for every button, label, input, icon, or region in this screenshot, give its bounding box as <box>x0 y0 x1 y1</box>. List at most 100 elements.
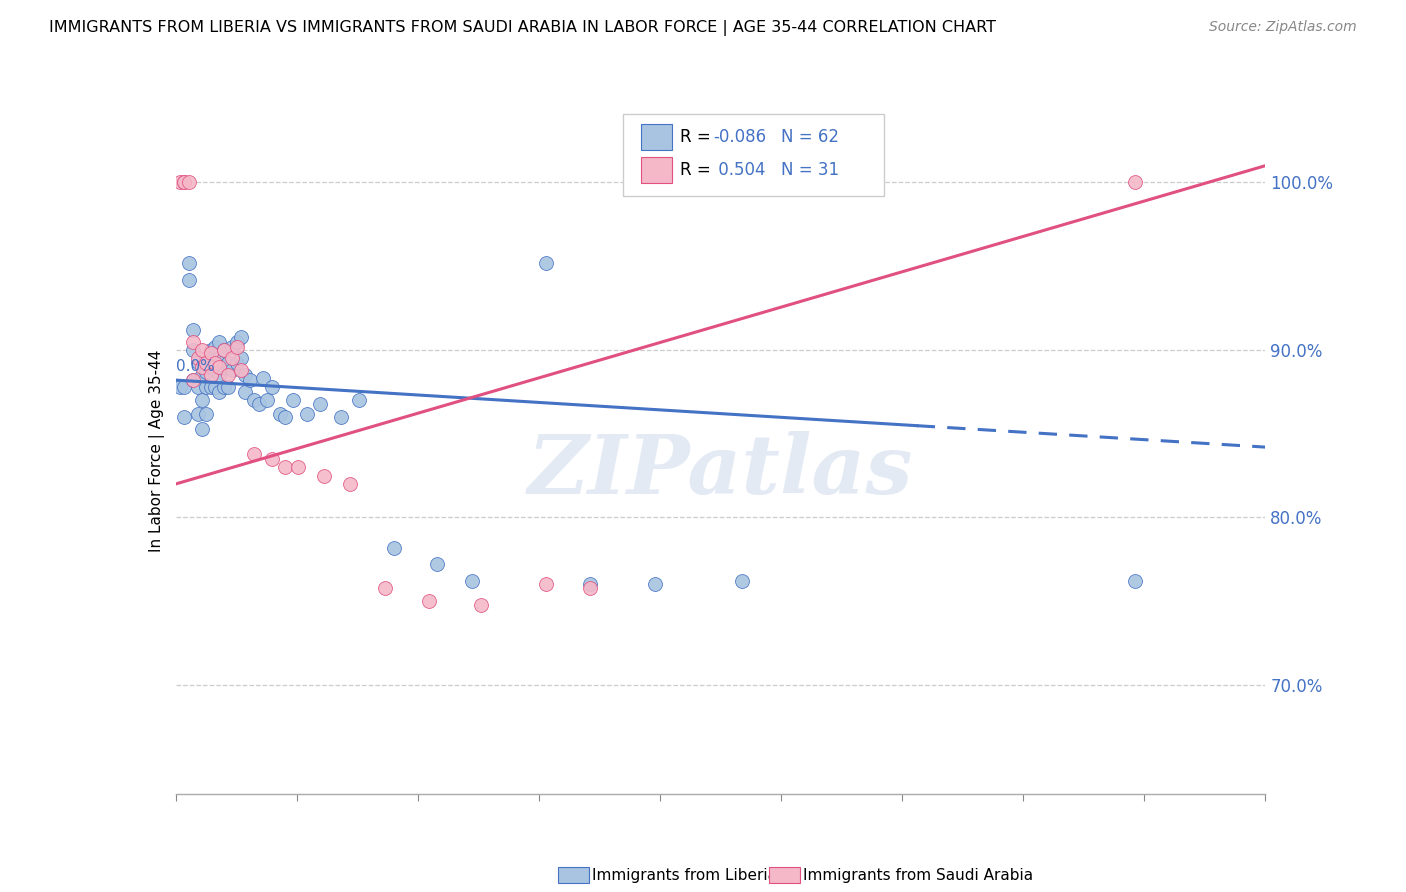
Point <box>221 340 243 354</box>
Text: R =: R = <box>681 161 716 179</box>
Text: R =: R = <box>681 128 716 146</box>
Point <box>195 380 218 394</box>
Point <box>243 393 266 408</box>
Point <box>579 581 602 595</box>
Point <box>426 558 449 572</box>
Point <box>283 393 305 408</box>
Point <box>225 340 247 354</box>
Point <box>243 447 266 461</box>
Point <box>534 256 557 270</box>
Point <box>312 468 335 483</box>
Point <box>186 354 209 368</box>
Point <box>235 368 257 382</box>
Point <box>169 176 191 190</box>
Point <box>181 373 204 387</box>
Point <box>217 380 239 394</box>
Point <box>208 384 231 399</box>
Point <box>195 407 218 421</box>
Text: N = 62: N = 62 <box>780 128 838 146</box>
Point <box>195 356 218 370</box>
Point <box>191 359 214 374</box>
Point <box>200 346 222 360</box>
Point <box>200 380 222 394</box>
Point <box>330 409 353 424</box>
Point <box>204 340 226 354</box>
Point <box>208 359 231 374</box>
Point <box>177 272 200 286</box>
Point <box>269 407 291 421</box>
Text: N = 31: N = 31 <box>780 161 838 179</box>
Text: 0.0%: 0.0% <box>176 359 215 374</box>
Point <box>204 363 226 377</box>
Point <box>212 380 235 394</box>
Point <box>225 334 247 349</box>
Point <box>274 460 297 475</box>
Point <box>212 343 235 357</box>
Point <box>195 365 218 379</box>
Text: Immigrants from Liberia: Immigrants from Liberia <box>592 868 778 882</box>
Point <box>260 380 283 394</box>
Point <box>287 460 309 475</box>
Point <box>177 176 200 190</box>
Point <box>239 373 262 387</box>
Point <box>208 334 231 349</box>
FancyBboxPatch shape <box>623 114 884 196</box>
Point <box>256 393 278 408</box>
Point <box>274 409 297 424</box>
Point <box>347 393 370 408</box>
Point <box>1123 574 1146 588</box>
Point <box>173 176 195 190</box>
Point <box>461 574 484 588</box>
Point <box>252 371 274 385</box>
Y-axis label: In Labor Force | Age 35-44: In Labor Force | Age 35-44 <box>149 350 165 551</box>
Point <box>534 577 557 591</box>
Text: Source: ZipAtlas.com: Source: ZipAtlas.com <box>1209 20 1357 34</box>
Point <box>181 334 204 349</box>
Point <box>204 380 226 394</box>
Point <box>260 451 283 466</box>
Point <box>217 356 239 370</box>
Point <box>200 343 222 357</box>
Point <box>191 343 214 357</box>
Text: 0.504: 0.504 <box>713 161 765 179</box>
Bar <box>641 124 672 151</box>
Point <box>173 176 195 190</box>
Point <box>374 581 396 595</box>
Point <box>181 373 204 387</box>
Point <box>181 343 204 357</box>
Point <box>221 351 243 366</box>
Point <box>235 384 257 399</box>
Point <box>186 351 209 366</box>
Point <box>470 598 492 612</box>
Text: Immigrants from Saudi Arabia: Immigrants from Saudi Arabia <box>803 868 1033 882</box>
Point <box>247 396 270 410</box>
Point <box>204 356 226 370</box>
Point <box>225 356 247 370</box>
Point <box>339 477 361 491</box>
Point <box>173 380 195 394</box>
Point <box>644 577 666 591</box>
Point <box>191 368 214 382</box>
Point <box>1123 176 1146 190</box>
Point <box>181 323 204 337</box>
Point <box>231 329 253 343</box>
Point <box>191 393 214 408</box>
Point <box>169 380 191 394</box>
Point <box>200 368 222 382</box>
Point <box>208 351 231 366</box>
Point <box>208 368 231 382</box>
Point <box>231 363 253 377</box>
Point <box>195 351 218 366</box>
Point <box>579 577 602 591</box>
Point <box>231 351 253 366</box>
Point <box>212 359 235 374</box>
Text: ZIPatlas: ZIPatlas <box>527 431 914 511</box>
Point <box>186 380 209 394</box>
Point <box>186 407 209 421</box>
Point <box>177 256 200 270</box>
Point <box>418 594 440 608</box>
Point <box>221 363 243 377</box>
Point <box>173 409 195 424</box>
Point <box>212 343 235 357</box>
Text: IMMIGRANTS FROM LIBERIA VS IMMIGRANTS FROM SAUDI ARABIA IN LABOR FORCE | AGE 35-: IMMIGRANTS FROM LIBERIA VS IMMIGRANTS FR… <box>49 20 997 36</box>
